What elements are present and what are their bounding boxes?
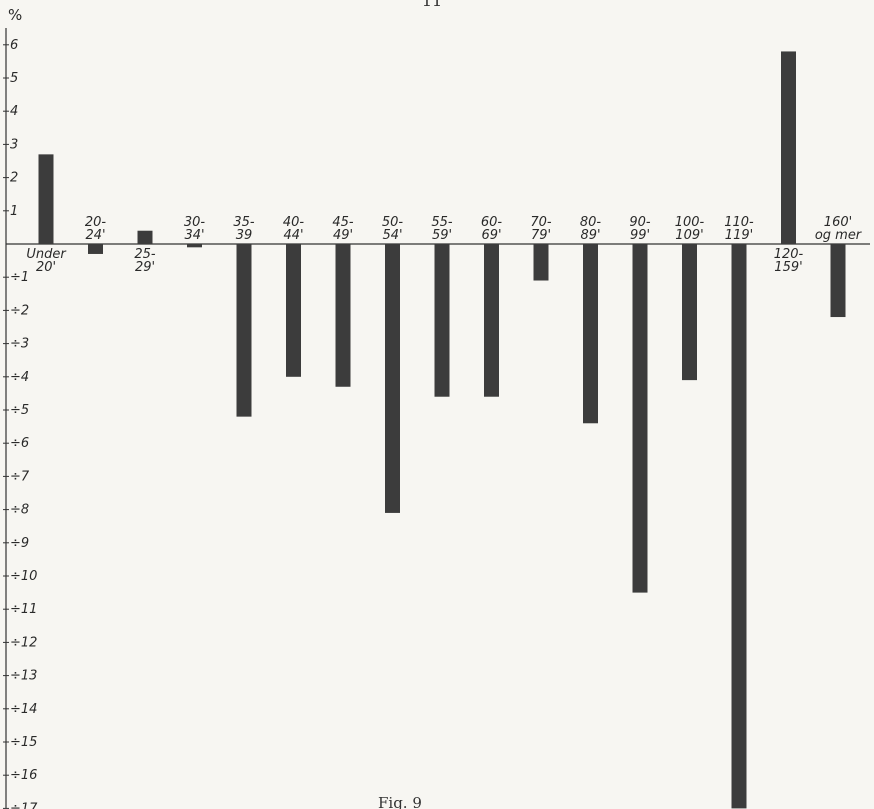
category-label: 35-	[233, 215, 255, 230]
bar	[434, 244, 450, 397]
category-label: 44'	[283, 228, 303, 243]
y-tick-label: 4	[10, 104, 18, 119]
bars	[38, 51, 846, 809]
category-label: 100-	[675, 215, 705, 230]
y-tick-label: ÷13	[10, 669, 37, 684]
category-label: 25-	[134, 247, 156, 262]
bar	[88, 244, 103, 254]
bar	[484, 244, 499, 397]
category-label: 39	[236, 228, 253, 243]
category-label: 89'	[580, 228, 600, 243]
y-tick-label: ÷6	[10, 436, 29, 451]
category-label: 60-	[481, 215, 503, 230]
y-tick-label: ÷16	[10, 768, 37, 783]
category-label: 119'	[725, 228, 753, 243]
bar	[830, 244, 846, 318]
y-tick-label: ÷7	[10, 469, 30, 484]
category-label: 40-	[283, 215, 305, 230]
y-tick-label: ÷15	[10, 735, 37, 750]
y-unit-label: %	[8, 6, 22, 24]
y-tick-label: 3	[10, 137, 18, 152]
y-tick-label: ÷2	[10, 303, 29, 318]
bar	[286, 244, 301, 377]
category-label: 20'	[36, 260, 56, 275]
category-label: 70-	[530, 215, 552, 230]
bar	[236, 244, 252, 417]
bar	[632, 244, 648, 593]
bar	[335, 244, 351, 387]
figure-caption: Fig. 9	[378, 794, 422, 809]
category-label: 29'	[135, 260, 155, 275]
category-label: og mer	[815, 228, 863, 243]
category-label: 49'	[333, 228, 353, 243]
y-tick-label: ÷14	[10, 702, 37, 717]
y-tick-label: ÷12	[10, 635, 37, 650]
y-tick-label: ÷3	[10, 337, 29, 352]
bar	[137, 230, 153, 244]
bar	[187, 244, 202, 248]
category-label: Under	[26, 247, 67, 262]
y-tick-label: ÷4	[10, 370, 29, 385]
category-label: 45-	[332, 215, 354, 230]
category-label: 69'	[481, 228, 501, 243]
category-label: 80-	[580, 215, 602, 230]
y-tick-label: ÷17	[10, 801, 38, 809]
category-label: 110-	[724, 215, 754, 230]
category-label: 109'	[675, 228, 703, 243]
y-axis-ticks: 6 5 4 3 2 1 ÷1 ÷2 ÷3 ÷4 ÷5 ÷6 ÷7 ÷8 ÷9 ÷10 ÷11 ÷12 ÷13 ÷14 ÷…	[3, 38, 38, 809]
y-tick-label: 5	[10, 71, 18, 86]
category-label: 34'	[184, 228, 204, 243]
bar	[583, 244, 598, 424]
y-tick-label: ÷11	[10, 602, 37, 617]
category-label: 160'	[824, 215, 852, 230]
bar	[38, 154, 54, 244]
category-label: 99'	[630, 228, 650, 243]
category-label: 59'	[432, 228, 452, 243]
y-tick-label: ÷10	[10, 569, 37, 584]
category-label: 54'	[382, 228, 402, 243]
page-number: 11	[422, 0, 442, 10]
y-tick-label: ÷9	[10, 536, 29, 551]
y-tick-label: ÷1	[10, 270, 29, 285]
bar	[781, 51, 796, 244]
bar	[533, 244, 549, 281]
y-tick-label: ÷8	[10, 503, 29, 518]
bar	[682, 244, 697, 381]
category-label: 24'	[85, 228, 105, 243]
y-tick-label: 1	[10, 204, 18, 219]
category-label: 90-	[629, 215, 651, 230]
bar	[385, 244, 400, 513]
category-label: 30-	[184, 215, 206, 230]
category-label: 79'	[531, 228, 551, 243]
category-label: 159'	[774, 260, 802, 275]
y-tick-label: ÷5	[10, 403, 29, 418]
category-label: 50-	[382, 215, 404, 230]
category-label: 120-	[774, 247, 804, 262]
bar	[731, 244, 747, 809]
y-tick-label: 6	[10, 38, 18, 53]
category-label: 20-	[85, 215, 107, 230]
category-label: 55-	[431, 215, 453, 230]
y-tick-label: 2	[10, 171, 18, 186]
